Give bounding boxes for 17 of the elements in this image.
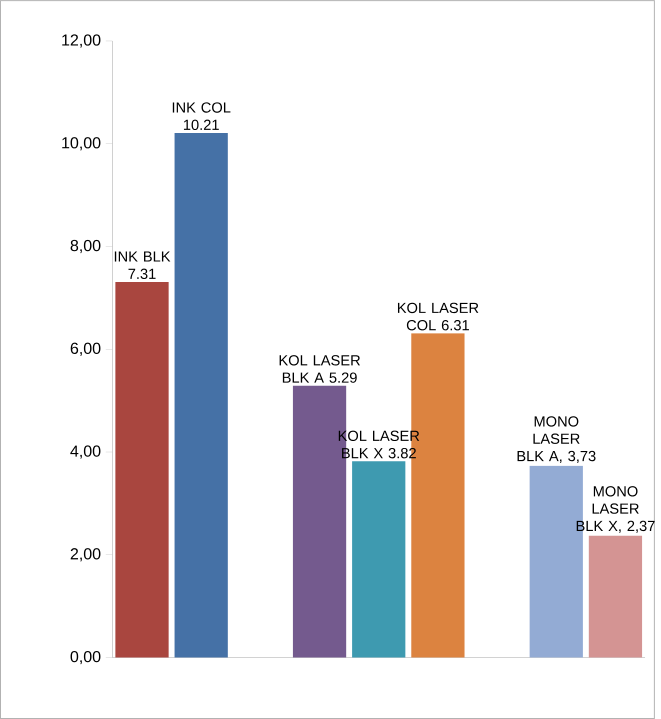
bar	[174, 132, 228, 658]
y-tick-label: 0,00	[70, 650, 101, 664]
y-tick-label: 10,00	[62, 137, 101, 150]
y-tick-label: 4,00	[70, 445, 101, 459]
y-tick-label: 2,00	[70, 548, 101, 562]
data-label: KOL LASER COL 6.31	[398, 302, 478, 330]
data-label: MONO LASER BLK X, 2,37	[576, 486, 655, 533]
data-label: INK COL 10.21	[172, 102, 231, 130]
data-label: INK BLK 7.31	[114, 251, 170, 280]
bar	[116, 282, 169, 658]
data-label: MONO LASER BLK A, 3,73	[518, 416, 596, 463]
bar	[352, 461, 406, 658]
y-tick-label: 12,00	[62, 34, 101, 48]
bar	[588, 536, 642, 658]
y-tick-label: 6,00	[70, 342, 101, 356]
data-label: KOL LASER BLK A 5.29	[280, 355, 360, 383]
y-tick-label: 8,00	[70, 240, 101, 254]
